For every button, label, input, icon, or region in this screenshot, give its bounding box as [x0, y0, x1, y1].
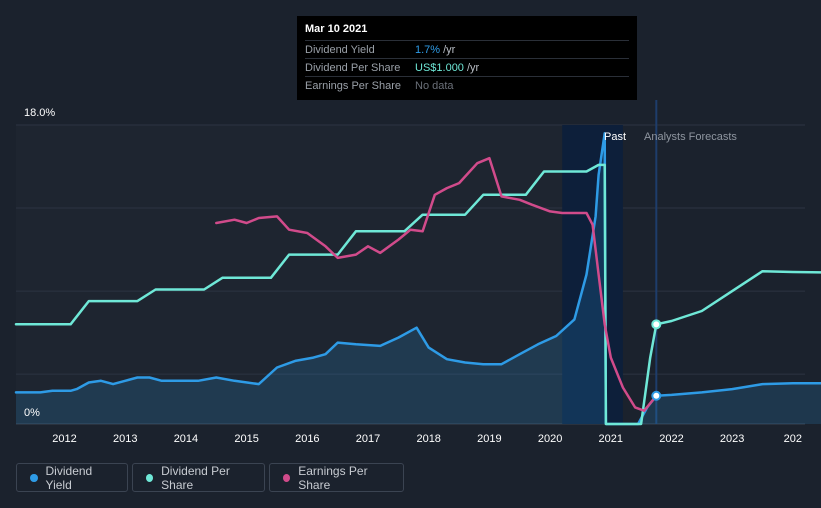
- x-tick-label: 2018: [416, 433, 440, 445]
- legend-label: Dividend Per Share: [161, 463, 230, 492]
- tooltip-unit: /yr: [466, 61, 480, 74]
- legend-item-earnings-per-share[interactable]: Earnings Per Share: [269, 463, 404, 492]
- tooltip-row-dividend-yield: Dividend Yield 1.7% /yr: [305, 40, 629, 58]
- x-tick-label: 2013: [113, 433, 137, 445]
- x-tick-label: 2019: [477, 433, 501, 445]
- x-axis-ticks: 2012 2013 2014 2015 2016 2017 2018 2019 2020 2021…: [52, 433, 802, 445]
- x-tick-label: 2015: [234, 433, 258, 445]
- series-line-dividend-per-share: [14, 163, 821, 426]
- tooltip-row-dividend-per-share: Dividend Per Share US$1.000 /yr: [305, 58, 629, 76]
- x-tick-label: 2023: [720, 433, 744, 445]
- legend-item-dividend-yield[interactable]: Dividend Yield: [16, 463, 128, 492]
- tooltip-unit: /yr: [443, 43, 456, 56]
- x-tick-label: 2017: [356, 433, 380, 445]
- x-tick-label: 202: [784, 433, 802, 445]
- legend-dot-icon: [30, 473, 38, 482]
- legend-label: Dividend Yield: [45, 463, 93, 492]
- y-axis-top-label: 18.0%: [24, 107, 55, 119]
- past-label: Past: [604, 131, 626, 143]
- series-layer: [14, 132, 821, 426]
- x-tick-label: 2021: [599, 433, 623, 445]
- tooltip-label: Earnings Per Share: [305, 79, 401, 92]
- past-forecast-band: [562, 125, 623, 424]
- tooltip-date: Mar 10 2021: [305, 23, 368, 35]
- dividend-yield-area: [16, 133, 821, 424]
- legend-item-dividend-per-share[interactable]: Dividend Per Share: [132, 463, 265, 492]
- legend-dot-icon: [146, 473, 154, 482]
- legend-dot-icon: [283, 473, 291, 482]
- data-point-marker: [651, 319, 662, 330]
- tooltip-value: 1.7%: [415, 43, 441, 56]
- legend-label: Earnings Per Share: [298, 463, 368, 492]
- forecast-label: Analysts Forecasts: [644, 131, 737, 143]
- tooltip-label: Dividend Yield: [305, 43, 375, 56]
- tooltip-label: Dividend Per Share: [305, 61, 401, 74]
- x-tick-label: 2016: [295, 433, 319, 445]
- x-tick-label: 2020: [538, 433, 562, 445]
- marker-layer: [651, 319, 662, 401]
- tooltip-value: US$1.000: [415, 61, 464, 74]
- tooltip-row-earnings-per-share: Earnings Per Share No data: [305, 76, 629, 94]
- data-point-marker: [651, 390, 662, 401]
- x-tick-label: 2012: [52, 433, 76, 445]
- tooltip-value: No data: [415, 79, 454, 92]
- y-axis-bottom-label: 0%: [24, 407, 40, 419]
- series-line-earnings-per-share: [215, 156, 658, 412]
- x-tick-label: 2022: [659, 433, 683, 445]
- tooltip: Mar 10 2021 Dividend Yield 1.7% /yr Divi…: [297, 16, 637, 100]
- x-tick-label: 2014: [174, 433, 198, 445]
- grid-lines: [16, 124, 805, 425]
